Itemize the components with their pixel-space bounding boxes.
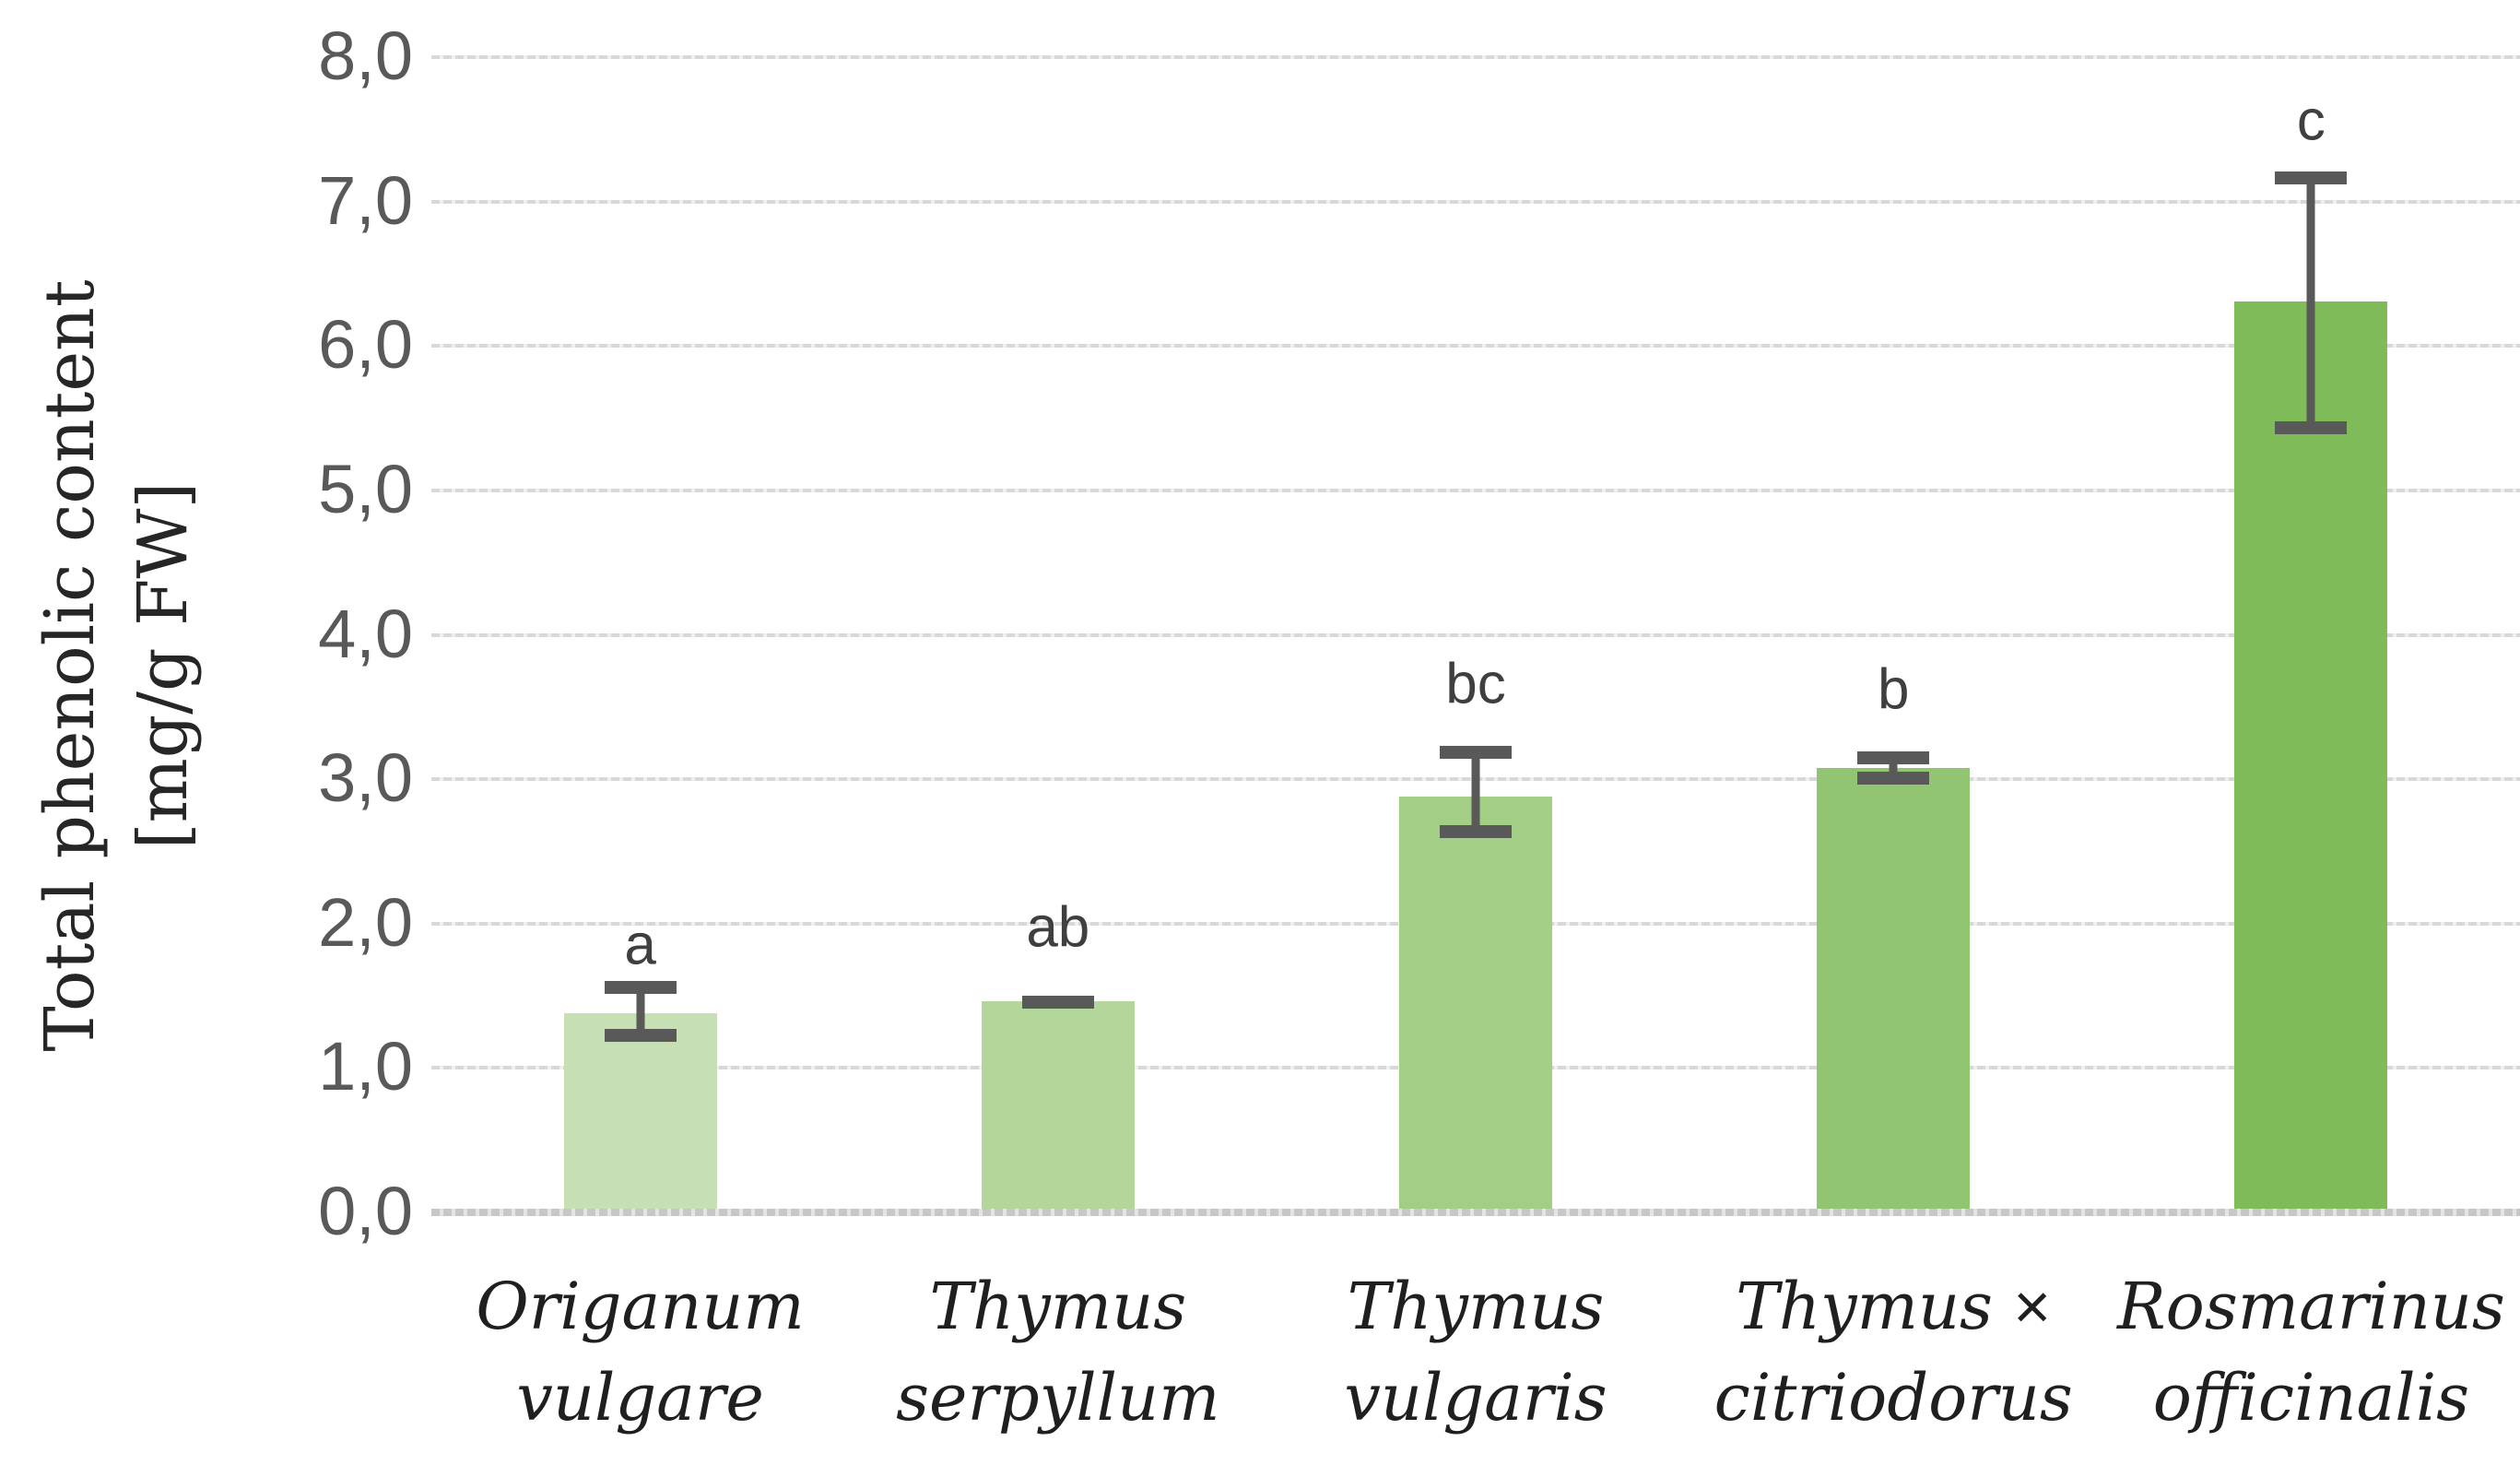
- error-bar-cap-top: [2275, 171, 2348, 184]
- error-bar-whisker: [2306, 171, 2315, 434]
- error-bar-cap-top: [1857, 751, 1930, 765]
- error-bar-cap-bottom: [1021, 996, 1094, 1010]
- x-category-label-line: Thymus: [1347, 1269, 1605, 1344]
- error-bar-cap-bottom: [2275, 420, 2348, 434]
- bar-origanum-vulgare: [563, 1012, 717, 1212]
- error-bar-whisker: [1471, 746, 1480, 839]
- x-axis-line: [431, 1209, 2520, 1216]
- error-bar-cap-bottom: [1857, 772, 1930, 786]
- gridline-y-4: [431, 632, 2520, 637]
- x-category-label-line: Thymus: [929, 1269, 1187, 1344]
- significance-letter-c: c: [2296, 89, 2326, 153]
- gridline-y-8: [431, 55, 2520, 59]
- gridline-y-5: [431, 488, 2520, 492]
- x-category-label-line: Rosmarinus: [2116, 1269, 2505, 1344]
- y-tick-label-2-0: 2,0: [318, 883, 413, 961]
- x-category-label-line: officinalis: [2152, 1360, 2469, 1435]
- x-category-label-thymus-citriodorus: Thymus × citriodorus: [1681, 1261, 2105, 1444]
- error-bar-whisker: [1889, 751, 1898, 786]
- gridline-y-6: [431, 344, 2520, 349]
- x-category-label-line: serpyllum: [896, 1360, 1220, 1435]
- y-tick-label-8-0: 8,0: [318, 17, 413, 94]
- error-bar-cap-top: [604, 981, 677, 995]
- bar-rosmarinus-officinalis: [2234, 301, 2388, 1212]
- error-bar-3: [1440, 746, 1512, 839]
- x-category-label-line: citriodorus: [1713, 1360, 2073, 1435]
- significance-letter-bc: bc: [1445, 652, 1506, 716]
- error-bar-cap-bottom: [604, 1029, 677, 1043]
- significance-letter-a: a: [624, 913, 656, 977]
- error-bar-whisker: [636, 981, 645, 1043]
- significance-letter-ab: ab: [1026, 895, 1090, 960]
- y-tick-label-0-0: 0,0: [318, 1172, 413, 1249]
- y-tick-label-1-0: 1,0: [318, 1028, 413, 1105]
- y-axis-title-line1: Total phenolic content: [30, 279, 110, 1052]
- x-category-label-line: Thymus ×: [1736, 1269, 2052, 1344]
- plot-area: a ab bc b c: [431, 55, 2520, 1216]
- x-category-label-line: Origanum: [476, 1269, 805, 1344]
- error-bar-cap-top: [1440, 746, 1512, 760]
- gridline-y-7: [431, 199, 2520, 204]
- y-tick-label-5-0: 5,0: [318, 450, 413, 527]
- x-category-label-rosmarinus-officinalis: Rosmarinus officinalis: [2099, 1261, 2520, 1444]
- y-tick-label-7-0: 7,0: [318, 161, 413, 239]
- y-tick-label-3-0: 3,0: [318, 738, 413, 816]
- y-tick-label-6-0: 6,0: [318, 306, 413, 384]
- bar-thymus-serpyllum: [981, 1001, 1135, 1212]
- error-bar-5: [2275, 171, 2348, 434]
- error-bar-1: [604, 981, 677, 1043]
- error-bar-cap-bottom: [1440, 825, 1512, 839]
- x-category-label-line: vulgaris: [1344, 1360, 1607, 1435]
- bar-thymus-citriodorus: [1817, 767, 1971, 1212]
- error-bar-4: [1857, 751, 1930, 786]
- x-category-label-thymus-vulgaris: Thymus vulgaris: [1264, 1261, 1688, 1444]
- y-tick-label-4-0: 4,0: [318, 595, 413, 672]
- x-category-label-thymus-serpyllum: Thymus serpyllum: [846, 1261, 1270, 1444]
- x-category-label-origanum-vulgare: Origanum vulgare: [429, 1261, 853, 1444]
- error-bar-2: [1021, 996, 1094, 1010]
- significance-letter-b: b: [1877, 657, 1910, 722]
- x-category-label-line: vulgare: [516, 1360, 764, 1435]
- bar-thymus-vulgaris: [1399, 796, 1552, 1212]
